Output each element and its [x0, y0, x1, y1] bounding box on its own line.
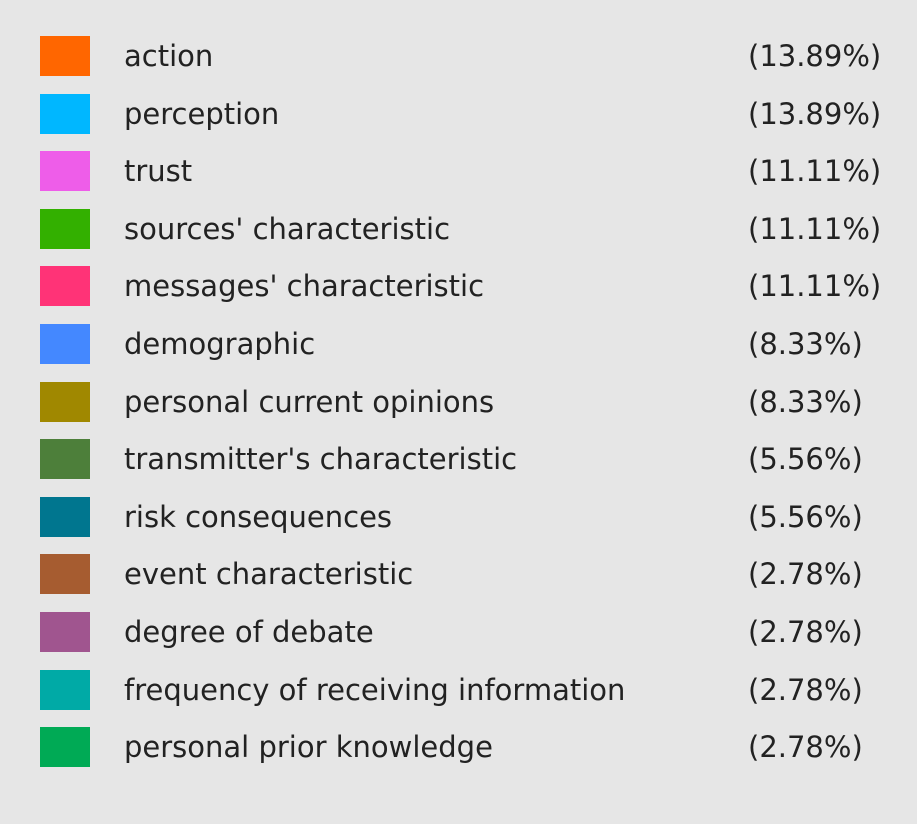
legend-swatch [40, 612, 90, 652]
legend-share: (2.78%) [748, 557, 863, 592]
legend-swatch [40, 266, 90, 307]
legend-share: (11.11%) [748, 154, 882, 189]
legend-share: (8.33%) [748, 327, 863, 361]
legend-share: (2.78%) [748, 615, 863, 649]
legend-label: personal prior knowledge [124, 730, 493, 765]
legend-swatch [40, 554, 90, 595]
legend-swatch [40, 669, 90, 710]
legend-share: (13.89%) [748, 96, 882, 131]
legend-label: personal current opinions [124, 384, 495, 419]
legend-label: degree of debate [124, 615, 374, 649]
legend-share: (5.56%) [748, 499, 863, 534]
legend-label: messages' characteristic [124, 269, 485, 304]
legend-swatch [40, 439, 90, 480]
legend-swatch [40, 324, 90, 364]
legend-swatch [40, 93, 90, 134]
legend-label: trust [124, 154, 193, 189]
legend-swatch [40, 727, 90, 768]
legend-share: (11.11%) [748, 211, 882, 246]
legend-swatch [40, 36, 90, 76]
legend-share: (13.89%) [748, 39, 882, 73]
legend-label: frequency of receiving information [124, 672, 626, 707]
legend-swatch [40, 208, 90, 249]
legend-share: (8.33%) [748, 384, 863, 419]
legend-label: sources' characteristic [124, 211, 451, 246]
legend-label: action [124, 39, 214, 73]
legend-label: demographic [124, 327, 316, 361]
legend-label: transmitter's characteristic [124, 442, 518, 477]
legend-swatch [40, 381, 90, 422]
legend-share: (5.56%) [748, 442, 863, 477]
legend-label: risk consequences [124, 499, 393, 534]
legend-label: event characteristic [124, 557, 414, 592]
legend-label: perception [124, 96, 280, 131]
legend-share: (11.11%) [748, 269, 882, 304]
legend-share: (2.78%) [748, 730, 863, 765]
legend-swatch [40, 496, 90, 537]
legend-swatch [40, 151, 90, 192]
legend-share: (2.78%) [748, 672, 863, 707]
